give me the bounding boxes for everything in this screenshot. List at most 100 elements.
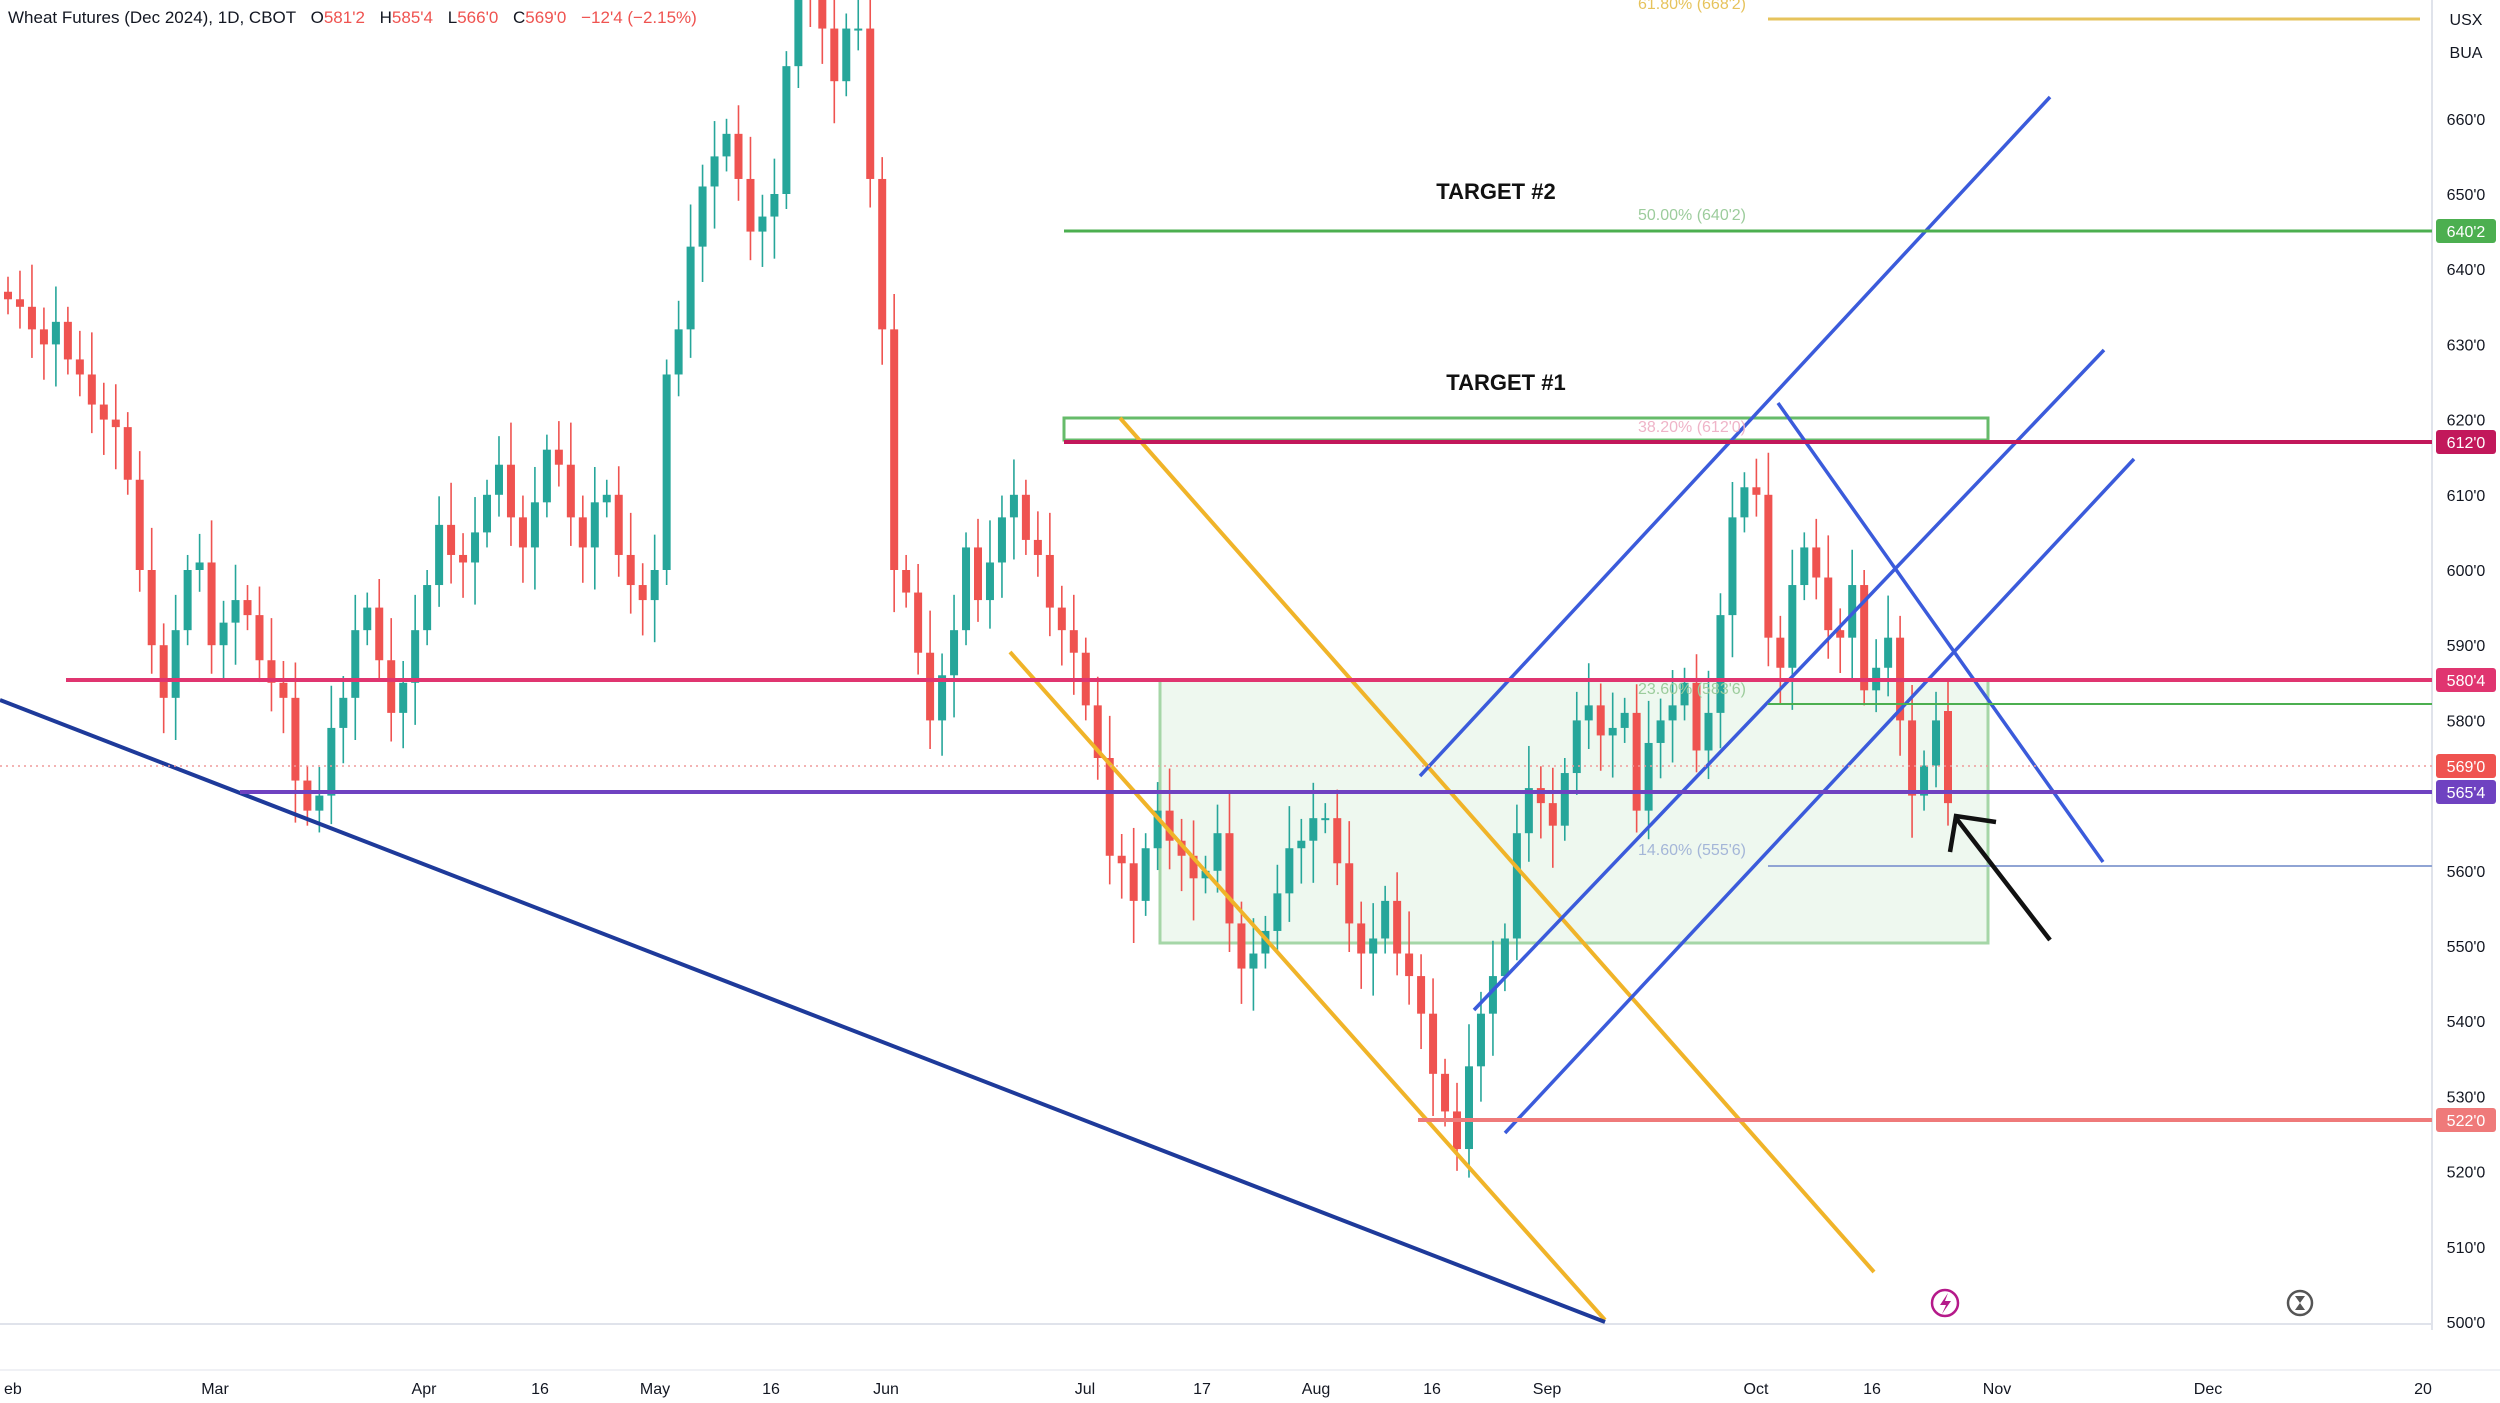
candle — [914, 563, 923, 675]
candle-body — [614, 494, 623, 555]
candle — [1429, 978, 1438, 1116]
candle — [554, 421, 563, 487]
candle-body — [4, 291, 12, 300]
candle-body — [1093, 705, 1102, 758]
candle — [339, 676, 348, 764]
candle — [1177, 818, 1186, 892]
candle-body — [1357, 923, 1366, 954]
candle-body — [1488, 976, 1497, 1014]
date-tick: Dec — [2194, 1381, 2222, 1398]
candle — [1548, 767, 1557, 868]
candle-body — [1464, 1066, 1473, 1150]
candle-body — [423, 585, 432, 631]
candle — [483, 479, 492, 548]
candle-body — [1536, 788, 1545, 804]
unit-label[interactable]: BUA — [2450, 45, 2483, 62]
blue-downtrend-line[interactable] — [1776, 401, 2105, 864]
candle — [1057, 585, 1066, 666]
blue-channel-lower[interactable] — [1503, 457, 2136, 1135]
orange-channel-lower[interactable] — [1008, 650, 1607, 1322]
candle — [662, 359, 671, 586]
candle-body — [1213, 833, 1222, 871]
candle-body — [746, 178, 755, 232]
candle-body — [183, 570, 192, 631]
candle — [614, 466, 623, 577]
candle — [1357, 901, 1366, 989]
candle-body — [375, 607, 384, 661]
candle — [710, 121, 719, 229]
candle — [1237, 901, 1246, 1004]
candle-body — [1453, 1111, 1462, 1150]
candle-body — [255, 615, 264, 661]
candle-body — [27, 306, 36, 330]
candle-body — [1860, 585, 1869, 691]
candle-body — [1309, 818, 1318, 841]
candle — [195, 533, 204, 592]
candle-body — [75, 359, 84, 375]
candle-body — [1105, 758, 1114, 856]
candle-body — [962, 547, 971, 631]
price-axis[interactable]: 660'0 650'0 640'0 630'0 620'0 610'0 600'0 590'0… — [2447, 112, 2486, 1332]
candle — [351, 594, 360, 740]
candle — [135, 451, 144, 592]
candle-body — [926, 652, 935, 721]
candle-body — [1944, 711, 1952, 804]
candle-body — [1500, 938, 1509, 977]
candle — [809, 0, 812, 28]
date-tick: eb — [4, 1381, 22, 1398]
candle-body — [1788, 585, 1797, 668]
timer-icon[interactable] — [2286, 1289, 2314, 1317]
candle-body — [1812, 547, 1821, 578]
date-tick: 16 — [1863, 1381, 1881, 1398]
candle-body — [1608, 727, 1617, 736]
candle — [1321, 803, 1330, 834]
candle — [375, 579, 384, 683]
candle-body — [1680, 682, 1689, 706]
candle — [1932, 691, 1941, 788]
candle — [1129, 827, 1138, 943]
candle-body — [938, 675, 947, 721]
candle-body — [542, 449, 551, 503]
candle — [530, 466, 539, 590]
candle — [1093, 676, 1102, 780]
candle-body — [267, 660, 276, 683]
date-tick: 16 — [1423, 1381, 1441, 1398]
blue-channel-upper[interactable] — [1418, 95, 2052, 778]
candle — [411, 594, 420, 725]
candle-body — [1908, 720, 1917, 796]
candle — [1309, 782, 1318, 883]
candle — [1261, 915, 1270, 969]
candle — [1572, 691, 1581, 795]
candle-body — [626, 554, 635, 586]
candle-body — [1297, 840, 1306, 849]
candle — [243, 585, 252, 631]
candle — [1393, 872, 1402, 976]
symbol-title: Wheat Futures (Dec 2024), 1D, CBOT — [8, 8, 296, 27]
date-tick: 17 — [1193, 1381, 1211, 1398]
arrow-annotation[interactable] — [1947, 813, 2052, 942]
time-axis[interactable]: eb Mar Apr 16 May 16 Jun Jul 17 Aug 16 Sep Oct 16 Nov D… — [4, 1381, 2432, 1398]
candle-body — [15, 299, 24, 307]
price-tick: 600'0 — [2447, 563, 2486, 580]
candle — [626, 512, 635, 614]
candle — [734, 105, 743, 201]
long-term-trendline[interactable] — [0, 698, 1606, 1324]
candle — [1560, 758, 1569, 841]
currency-label[interactable]: USX — [2450, 12, 2483, 29]
candle — [1225, 791, 1234, 953]
orange-channel-upper[interactable] — [1118, 416, 1876, 1274]
candle-body — [1512, 833, 1521, 939]
candle-body — [1045, 554, 1054, 608]
candle-body — [411, 630, 420, 683]
close-value: 569'0 — [525, 8, 566, 27]
candle-body — [1201, 870, 1210, 879]
candle — [255, 586, 264, 683]
candle-body — [1596, 705, 1605, 736]
candle-body — [303, 780, 312, 811]
candle — [1488, 940, 1497, 1056]
candle — [291, 662, 300, 823]
candle — [1812, 518, 1821, 600]
lightning-icon[interactable] — [1930, 1288, 1960, 1318]
